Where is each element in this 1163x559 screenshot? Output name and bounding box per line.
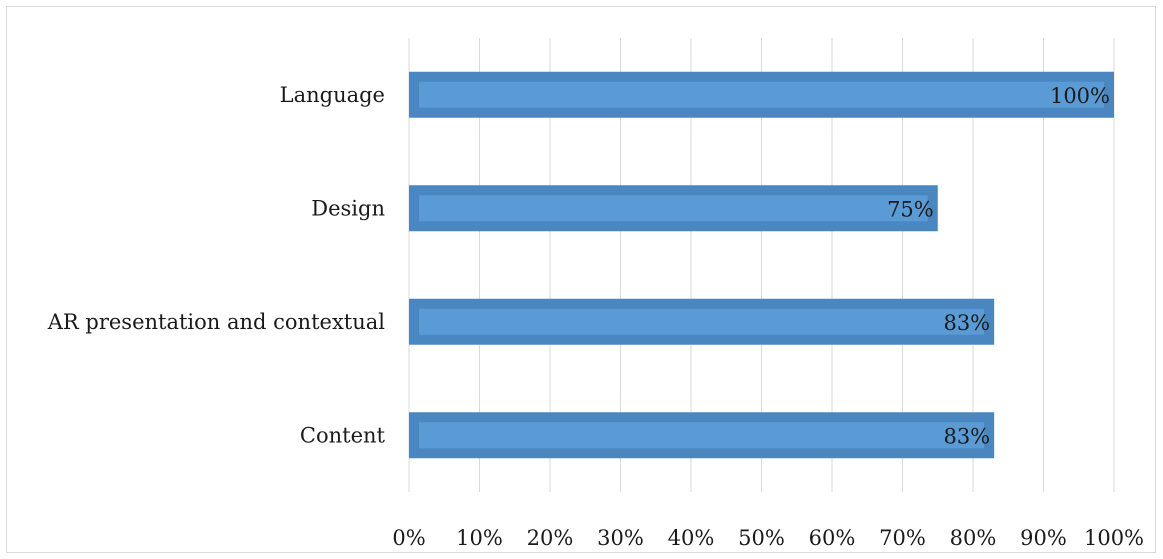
x-tick-label: 50%: [738, 526, 785, 550]
bar-inner-highlight: [419, 308, 985, 335]
x-tick-label: 90%: [1020, 526, 1067, 550]
x-tick-label: 70%: [879, 526, 926, 550]
x-tick-label: 30%: [597, 526, 644, 550]
category-label: Design: [311, 196, 385, 220]
bars: [409, 71, 1114, 459]
data-label: 100%: [1050, 84, 1110, 108]
data-label: 83%: [943, 424, 990, 448]
category-label: Language: [280, 83, 385, 107]
x-tick-label: 100%: [1084, 526, 1144, 550]
x-tick-label: 0%: [392, 526, 425, 550]
x-tick-labels: 0% 10% 20% 30% 40% 50% 60% 70% 80% 90% 100%: [392, 526, 1144, 550]
bar-inner-highlight: [419, 195, 928, 222]
x-tick-label: 10%: [456, 526, 503, 550]
bar-inner-highlight: [419, 422, 985, 449]
data-labels: 100% 75% 83% 83%: [887, 84, 1110, 449]
data-label: 83%: [943, 311, 990, 335]
category-label: AR presentation and contextual: [47, 310, 386, 334]
bar-inner-highlight: [419, 81, 1104, 108]
category-labels: Language Design AR presentation and contex…: [47, 83, 386, 448]
x-tick-label: 20%: [527, 526, 574, 550]
data-label: 75%: [887, 197, 934, 221]
x-tick-label: 60%: [809, 526, 856, 550]
category-label: Content: [300, 423, 386, 447]
x-tick-label: 80%: [950, 526, 997, 550]
x-tick-label: 40%: [668, 526, 715, 550]
